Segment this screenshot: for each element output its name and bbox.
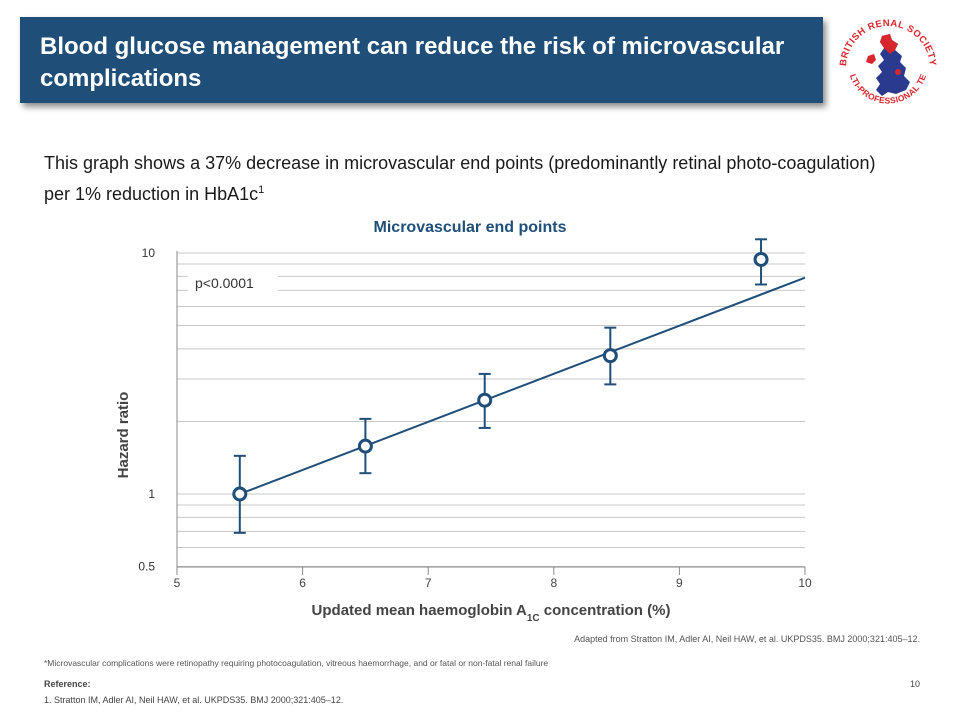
adapted-from-note: Adapted from Stratton IM, Adler AI, Neil… <box>574 634 920 644</box>
x-axis-label: Updated mean haemoglobin A1C concentrati… <box>312 602 671 624</box>
chart-title: Microvascular end points <box>374 219 567 236</box>
y-tick-label: 10 <box>142 246 156 260</box>
british-renal-society-logo: BRITISH RENAL SOCIETY MULTI-PROFESSIONAL… <box>832 10 940 118</box>
x-tick-label: 10 <box>798 576 812 590</box>
footnote: *Microvascular complications were retino… <box>44 658 549 668</box>
y-tick-label: 1 <box>148 487 155 501</box>
intro-citation: 1 <box>258 184 265 196</box>
data-point <box>477 392 493 408</box>
reference-text: 1. Stratton IM, Adler AI, Neil HAW, et a… <box>44 695 344 705</box>
data-point <box>232 486 248 502</box>
p-value-annotation: p<0.0001 <box>195 275 254 291</box>
page-number: 10 <box>909 679 920 689</box>
x-tick-label: 8 <box>550 576 557 590</box>
x-tick-label: 7 <box>425 576 432 590</box>
slide-title: Blood glucose management can reduce the … <box>40 33 785 92</box>
data-point <box>753 251 769 267</box>
x-tick-label: 5 <box>174 576 181 590</box>
x-tick-label: 9 <box>676 576 683 590</box>
hazard-ratio-chart: Microvascular end points 0.5 1 10 5 6 7 8 9 10 H… <box>115 219 812 624</box>
uk-map-icon <box>876 34 910 96</box>
slide-title-bar: Blood glucose management can reduce the … <box>20 17 823 103</box>
data-point <box>357 438 373 454</box>
x-tick-label: 6 <box>299 576 306 590</box>
intro-sentence: This graph shows a 37% decrease in micro… <box>44 153 876 204</box>
y-tick-label: 0.5 <box>138 560 155 574</box>
trend-line <box>239 276 806 495</box>
data-point <box>602 348 618 364</box>
reference-heading: Reference: <box>44 679 91 689</box>
y-axis-label: Hazard ratio <box>115 392 132 479</box>
intro-text: This graph shows a 37% decrease in micro… <box>44 150 904 208</box>
